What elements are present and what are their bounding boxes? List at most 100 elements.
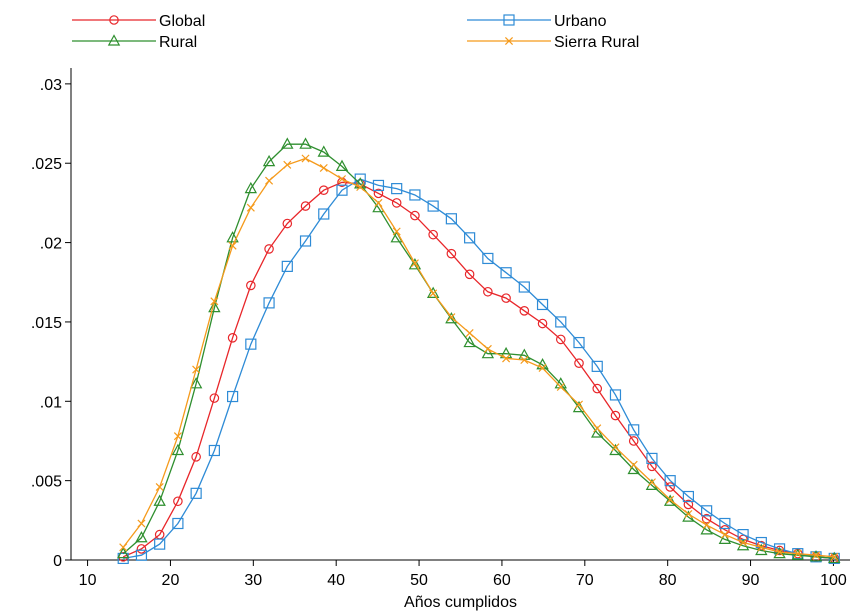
data-point-rural bbox=[463, 335, 476, 348]
data-point-sierra-rural bbox=[410, 259, 419, 268]
data-point-urbano bbox=[628, 424, 640, 436]
data-point-global bbox=[227, 333, 238, 343]
data-point-global bbox=[464, 269, 475, 280]
data-point-urbano bbox=[190, 487, 202, 499]
data-point-rural bbox=[299, 137, 312, 149]
data-point-urbano bbox=[299, 235, 312, 247]
data-point-urbano bbox=[482, 252, 494, 265]
data-point-rural bbox=[828, 551, 841, 564]
legend-marker-global bbox=[109, 15, 119, 25]
data-point-sierra-rural bbox=[173, 432, 182, 441]
x-tick-label: 80 bbox=[659, 572, 677, 589]
data-point-sierra-rural bbox=[246, 203, 255, 212]
data-point-sierra-rural bbox=[502, 354, 511, 363]
data-point-urbano bbox=[518, 281, 530, 293]
data-point-sierra-rural bbox=[210, 297, 219, 306]
data-point-sierra-rural bbox=[574, 400, 584, 409]
data-point-rural bbox=[663, 494, 677, 506]
data-point-urbano bbox=[664, 475, 676, 487]
series-urbano bbox=[117, 173, 840, 565]
data-point-urbano bbox=[646, 452, 658, 465]
data-point-global bbox=[519, 306, 530, 316]
y-tick-label: .025 bbox=[31, 156, 62, 173]
data-point-sierra-rural bbox=[611, 443, 620, 452]
data-point-global bbox=[173, 496, 183, 507]
data-point-global bbox=[282, 218, 293, 229]
data-point-sierra-rural bbox=[811, 551, 821, 560]
data-point-sierra-rural bbox=[447, 313, 456, 322]
y-tick-label: .005 bbox=[31, 474, 62, 491]
data-point-sierra-rural bbox=[265, 176, 274, 185]
x-axis-title: Años cumplidos bbox=[404, 594, 517, 611]
data-point-rural bbox=[153, 494, 166, 506]
data-point-sierra-rural bbox=[666, 495, 675, 504]
legend-marker-rural bbox=[107, 34, 121, 46]
legend-item-urbano: Urbano bbox=[467, 13, 607, 30]
data-point-sierra-rural bbox=[356, 183, 365, 192]
series-sierra-rural bbox=[119, 154, 839, 561]
data-point-global bbox=[391, 198, 402, 208]
data-point-sierra-rural bbox=[538, 363, 547, 372]
data-point-sierra-rural bbox=[119, 543, 128, 552]
legend-label-rural: Rural bbox=[159, 34, 197, 51]
data-point-sierra-rural bbox=[392, 227, 401, 236]
data-point-urbano bbox=[573, 336, 585, 349]
data-point-global bbox=[246, 280, 256, 291]
data-point-urbano bbox=[682, 490, 694, 503]
data-point-rural bbox=[408, 258, 422, 270]
data-point-urbano bbox=[719, 517, 731, 530]
data-point-rural bbox=[335, 159, 349, 171]
x-tick-label: 50 bbox=[410, 572, 428, 589]
y-tick-label: .02 bbox=[40, 236, 62, 253]
chart-series-layer bbox=[116, 137, 841, 565]
data-point-global bbox=[574, 358, 584, 368]
data-point-rural bbox=[171, 443, 185, 456]
data-point-rural bbox=[445, 312, 458, 324]
data-point-sierra-rural bbox=[757, 543, 766, 552]
data-point-sierra-rural bbox=[739, 538, 748, 547]
data-point-rural bbox=[244, 181, 258, 194]
data-point-global bbox=[701, 513, 712, 524]
data-point-rural bbox=[627, 462, 640, 475]
y-tick-label: .03 bbox=[40, 77, 62, 94]
data-point-rural bbox=[426, 286, 440, 298]
data-point-rural bbox=[135, 531, 148, 543]
data-point-rural bbox=[481, 346, 495, 359]
data-point-global bbox=[264, 244, 274, 254]
legend-label-sierra-rural: Sierra Rural bbox=[554, 34, 639, 51]
data-point-global bbox=[209, 393, 220, 403]
data-point-global bbox=[446, 248, 457, 259]
data-point-rural bbox=[208, 300, 221, 313]
data-point-global bbox=[318, 185, 329, 196]
data-point-urbano bbox=[536, 298, 549, 311]
chart-axes: 0 .005 .01 .015 .02 .025 .03 10 20 30 40 50 60 70 80 90… bbox=[31, 68, 850, 589]
data-point-sierra-rural bbox=[593, 424, 602, 433]
data-point-global bbox=[373, 188, 384, 199]
data-point-sierra-rural bbox=[556, 382, 565, 392]
legend-marker-sierra-rural bbox=[504, 36, 514, 46]
data-point-global bbox=[610, 410, 621, 421]
series-line-global bbox=[122, 181, 835, 560]
data-point-global bbox=[337, 177, 347, 188]
data-point-urbano bbox=[701, 505, 713, 517]
x-tick-label: 100 bbox=[820, 572, 847, 589]
data-point-sierra-rural bbox=[684, 509, 693, 518]
data-point-sierra-rural bbox=[301, 154, 310, 163]
data-point-urbano bbox=[609, 389, 622, 401]
data-point-sierra-rural bbox=[465, 329, 474, 338]
data-point-rural bbox=[281, 137, 294, 149]
data-point-sierra-rural bbox=[629, 460, 638, 469]
data-point-urbano bbox=[445, 213, 457, 225]
data-point-urbano bbox=[281, 260, 293, 272]
series-global bbox=[118, 177, 840, 564]
data-point-sierra-rural bbox=[793, 549, 802, 558]
data-point-urbano bbox=[409, 189, 421, 201]
data-point-urbano bbox=[500, 267, 512, 279]
data-point-sierra-rural bbox=[137, 519, 146, 528]
data-point-urbano bbox=[464, 232, 476, 244]
x-tick-label: 90 bbox=[742, 572, 760, 589]
data-point-global bbox=[136, 544, 147, 554]
data-point-urbano bbox=[135, 549, 148, 561]
data-point-urbano bbox=[172, 517, 184, 530]
